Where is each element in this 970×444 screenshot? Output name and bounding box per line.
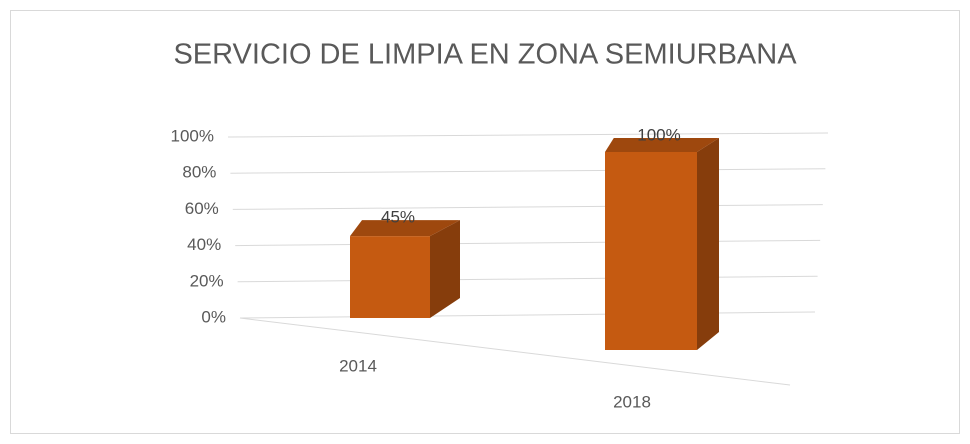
bar-side <box>697 138 719 350</box>
y-tick-label: 80% <box>182 163 216 182</box>
bar <box>605 138 719 350</box>
y-tick-label: 20% <box>190 271 224 290</box>
grid-line <box>230 168 826 174</box>
grid-line <box>232 204 823 210</box>
chart-border <box>10 10 960 434</box>
x-tick-label: 2018 <box>613 392 651 411</box>
x-tick-label: 2014 <box>339 356 377 375</box>
data-label: 45% <box>381 208 415 227</box>
grid-line <box>235 239 821 247</box>
y-tick-label: 40% <box>187 235 221 254</box>
bar <box>350 220 460 318</box>
bar-front <box>350 236 430 318</box>
grid-line <box>227 132 829 138</box>
bar-front <box>605 152 697 350</box>
grid-line <box>237 275 818 283</box>
bar-top <box>605 138 719 152</box>
y-tick-label: 100% <box>171 126 214 145</box>
bar-top <box>350 220 460 237</box>
grid-line <box>239 311 816 319</box>
floor-edge <box>239 317 791 386</box>
data-label: 100% <box>637 125 680 144</box>
y-tick-label: 60% <box>185 199 219 218</box>
y-tick-label: 0% <box>201 307 226 326</box>
bar-side <box>430 220 460 318</box>
chart-title: SERVICIO DE LIMPIA EN ZONA SEMIURBANA <box>173 39 797 71</box>
